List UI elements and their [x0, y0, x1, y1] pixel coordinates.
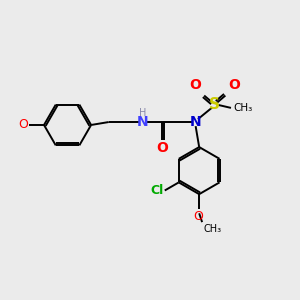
Text: H: H — [139, 108, 146, 118]
Text: CH₃: CH₃ — [233, 103, 253, 113]
Text: O: O — [189, 78, 201, 92]
Text: CH₃: CH₃ — [204, 224, 222, 234]
Text: Cl: Cl — [150, 184, 163, 197]
Text: O: O — [229, 78, 241, 92]
Text: N: N — [190, 115, 202, 129]
Text: O: O — [19, 118, 28, 131]
Text: O: O — [156, 141, 168, 155]
Text: N: N — [137, 115, 148, 129]
Text: S: S — [209, 98, 220, 112]
Text: O: O — [194, 210, 203, 223]
